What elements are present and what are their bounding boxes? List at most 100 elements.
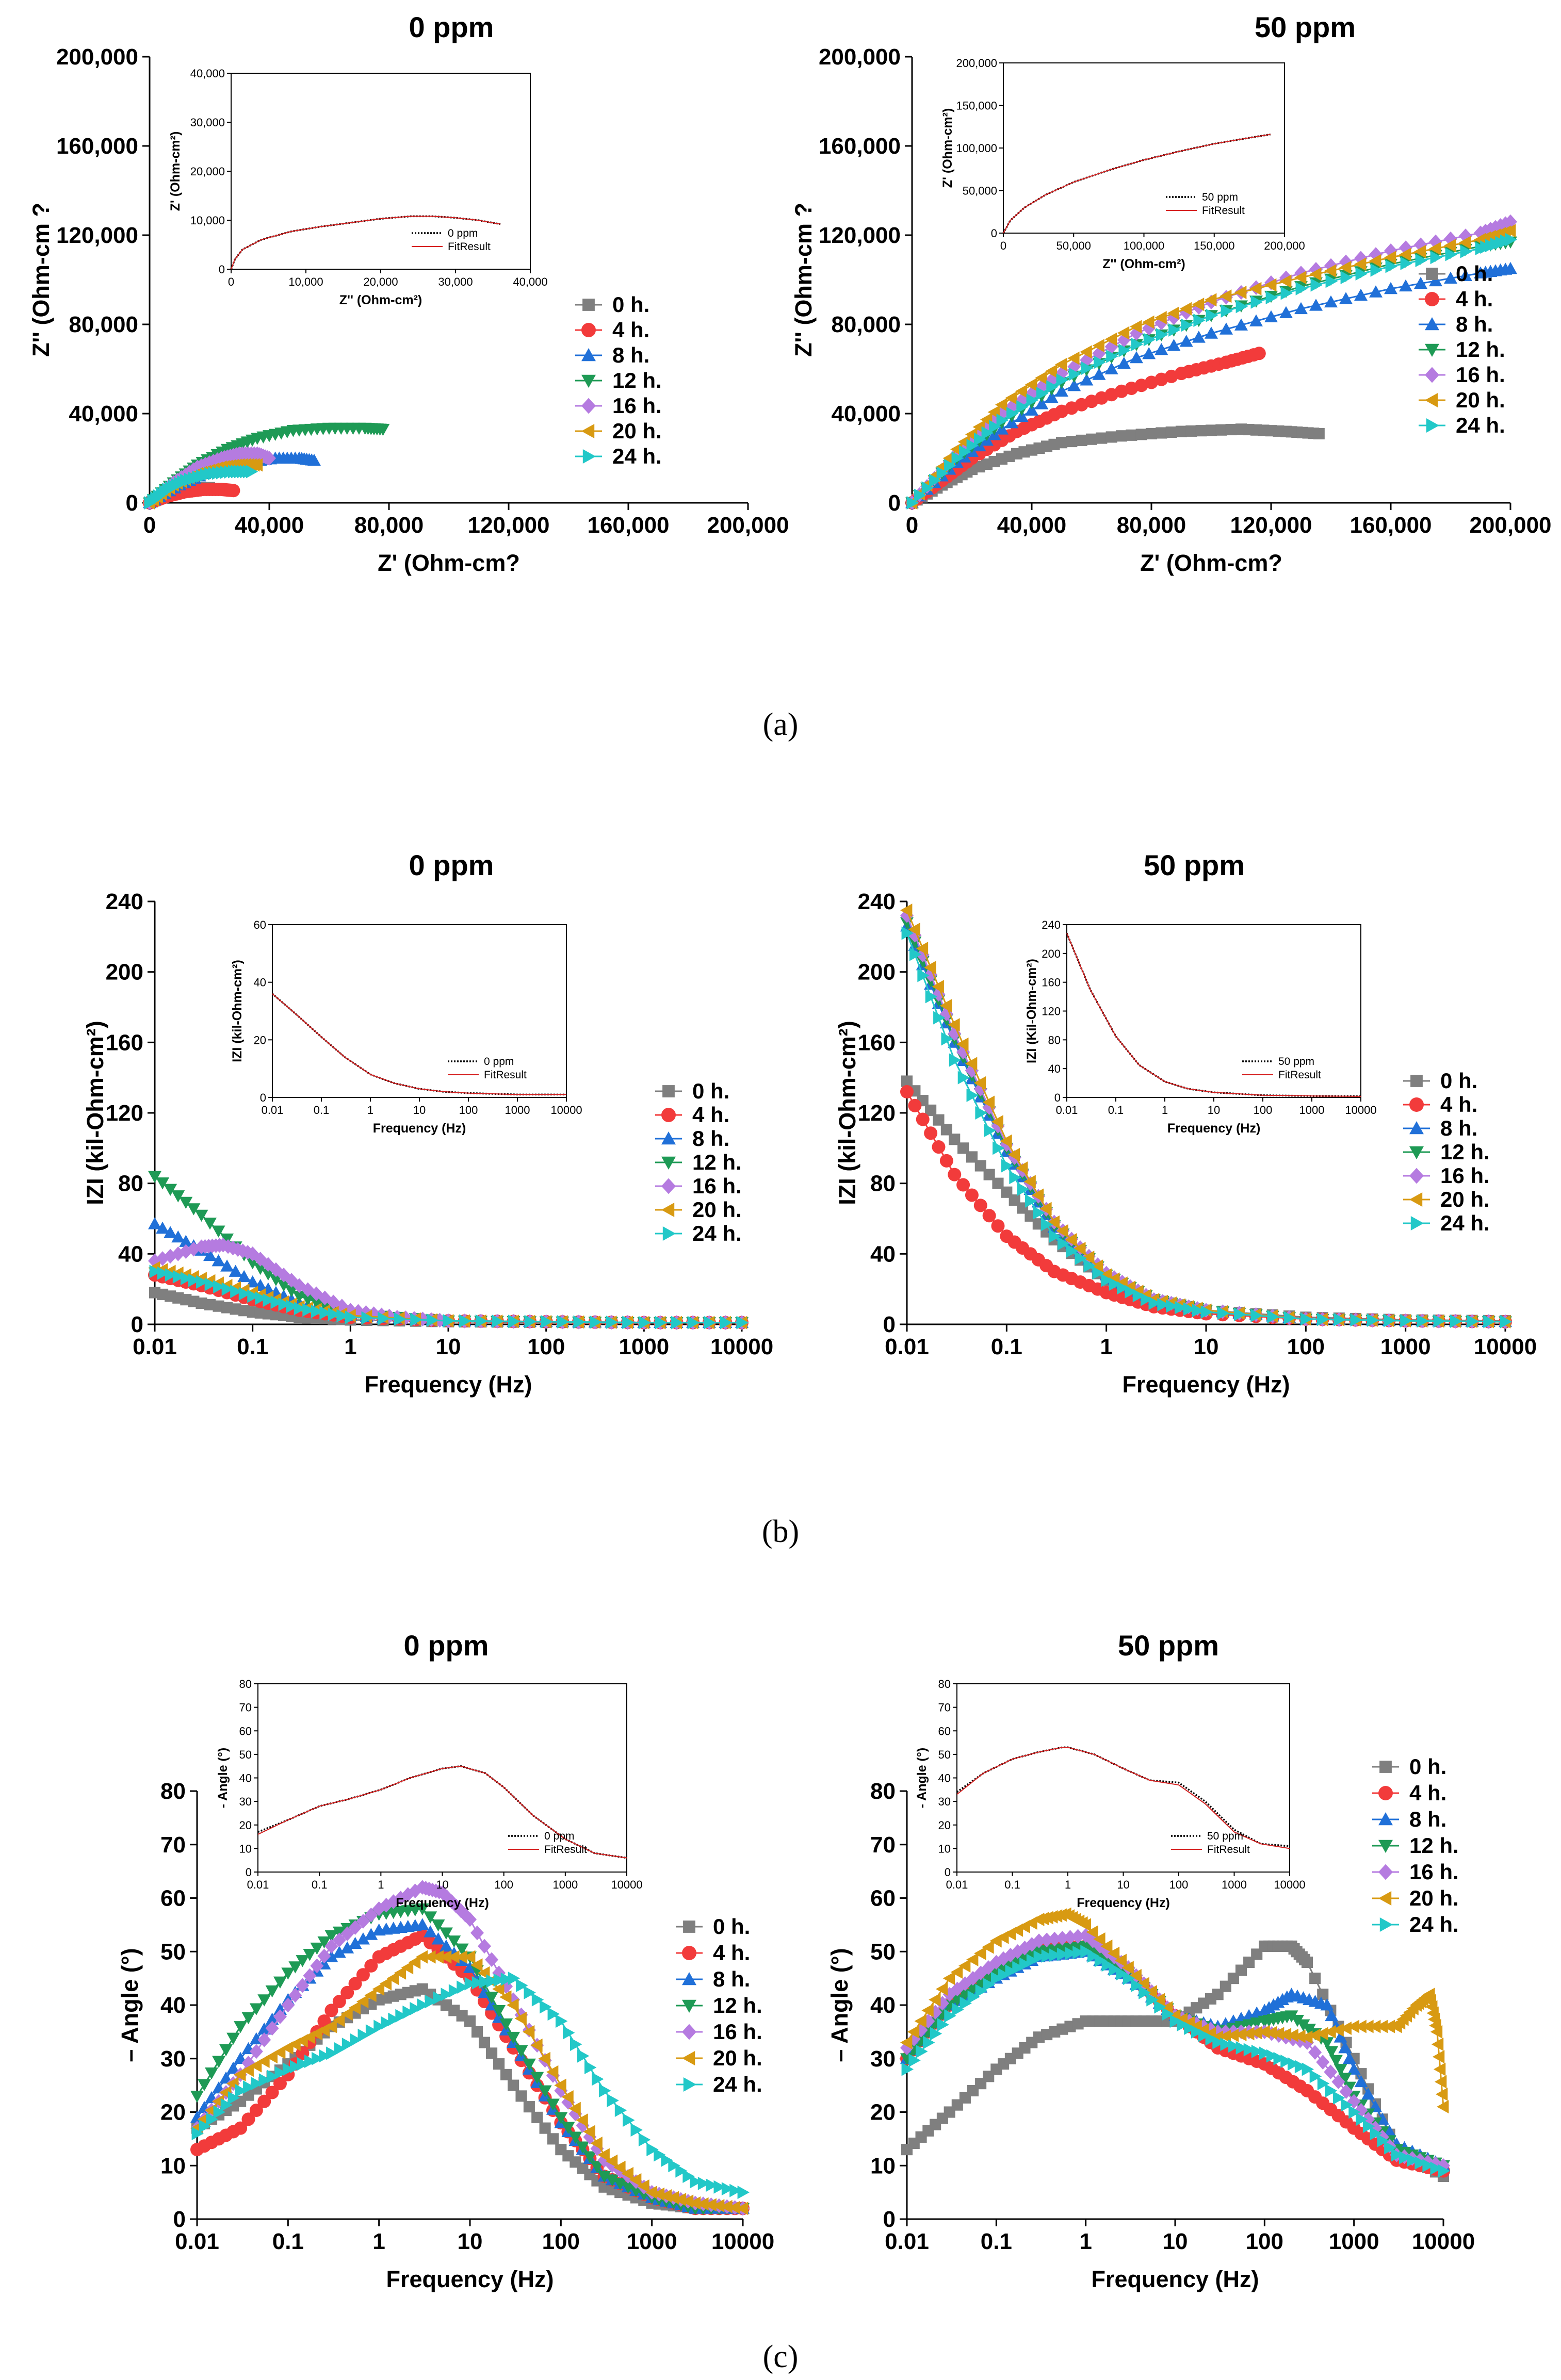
- data-point: [401, 1961, 414, 1975]
- data-point: [1071, 1929, 1085, 1944]
- data-point: [1369, 285, 1383, 298]
- inset-legend-label: FitResult: [448, 241, 491, 253]
- data-point: [408, 1883, 422, 1898]
- data-point: [668, 2159, 680, 2173]
- data-point: [522, 2025, 535, 2039]
- data-point: [568, 2106, 582, 2122]
- legend: 0 h.4 h.8 h.12 h.16 h.20 h.24 h.: [575, 292, 662, 468]
- inset-frame: [231, 73, 531, 270]
- data-point: [324, 1950, 338, 1963]
- data-point: [924, 961, 936, 975]
- inset-series-fit: [272, 993, 566, 1095]
- data-point: [1504, 261, 1517, 274]
- inset-x-tick-label: 10000: [1274, 1878, 1305, 1891]
- data-point: [613, 2160, 626, 2174]
- data-point: [1055, 437, 1068, 449]
- legend-marker: [682, 1946, 696, 1960]
- data-point: [514, 2011, 527, 2025]
- data-point: [614, 2104, 627, 2118]
- data-point: [213, 2105, 226, 2119]
- data-point: [1391, 2148, 1404, 2162]
- data-point: [916, 2044, 928, 2058]
- inset-x-tick-label: 0.1: [314, 1104, 330, 1117]
- data-point: [900, 1085, 914, 1098]
- legend-marker: [1378, 1891, 1392, 1906]
- inset-y-axis-label: - Angle (°): [216, 1748, 230, 1808]
- data-point: [948, 1018, 960, 1032]
- data-point: [1317, 1312, 1329, 1326]
- data-point: [415, 1903, 429, 1916]
- y-axis-label: IZI (kil-Ohm-cm²): [82, 1021, 108, 1205]
- data-point: [1104, 332, 1117, 346]
- data-point: [736, 1316, 749, 1329]
- data-point: [675, 2164, 688, 2178]
- data-point: [1081, 362, 1094, 375]
- inset-legend-label: 0 ppm: [544, 1830, 574, 1842]
- y-tick-label: 80,000: [831, 312, 901, 337]
- legend-label: 24 h.: [1456, 413, 1505, 437]
- data-point: [364, 1988, 377, 2002]
- legend-marker: [582, 449, 596, 464]
- data-point: [267, 2070, 279, 2083]
- data-point: [1302, 2062, 1314, 2076]
- data-point: [493, 1973, 506, 1987]
- data-point: [479, 1975, 492, 1989]
- inset-y-tick-label: 0: [219, 263, 225, 276]
- data-point: [583, 2125, 595, 2139]
- data-point: [332, 1932, 346, 1948]
- chart-a0: 0 ppm 0 40,000 80,000 120,000 160,000 200,000 0…: [28, 11, 789, 576]
- data-point: [431, 1932, 445, 1945]
- data-point: [933, 1011, 946, 1025]
- data-point: [1045, 391, 1059, 403]
- legend-label: 12 h.: [692, 1150, 742, 1174]
- data-point: [1350, 1313, 1362, 1327]
- data-point: [1123, 1972, 1135, 1985]
- data-point: [238, 1287, 251, 1301]
- x-tick-label: 80,000: [354, 513, 424, 538]
- inset-x-tick-label: 0.1: [1004, 1878, 1020, 1891]
- data-point: [942, 1972, 955, 1985]
- data-point: [478, 1939, 492, 1954]
- data-point: [546, 2098, 560, 2111]
- data-point: [1286, 2028, 1298, 2042]
- data-point: [935, 1982, 948, 1996]
- data-point: [324, 2020, 337, 2033]
- y-tick-label: 70: [160, 1832, 186, 1858]
- data-point: [1325, 274, 1338, 288]
- data-point: [1308, 2028, 1321, 2042]
- data-point: [1025, 1194, 1037, 1208]
- data-point: [1334, 1312, 1346, 1326]
- legend-marker: [682, 1972, 696, 1985]
- data-point: [515, 2090, 527, 2102]
- series-line: [196, 1886, 743, 2209]
- x-tick-label: 10: [1163, 2229, 1188, 2254]
- data-point: [1291, 2014, 1305, 2027]
- data-point: [1125, 1285, 1137, 1299]
- data-point: [1165, 426, 1177, 438]
- data-point: [1504, 224, 1516, 238]
- inset-x-tick-label: 100: [459, 1104, 478, 1117]
- data-point: [901, 2062, 914, 2076]
- data-point: [1264, 278, 1277, 292]
- data-point: [1259, 2046, 1272, 2060]
- y-tick-label: 50: [160, 1939, 186, 1964]
- data-point: [249, 2104, 263, 2118]
- legend-label: 16 h.: [692, 1174, 742, 1198]
- legend-label: 12 h.: [1440, 1140, 1490, 1164]
- data-point: [1137, 1977, 1149, 1991]
- data-point: [1094, 1954, 1107, 1967]
- data-point: [303, 1968, 317, 1983]
- data-point: [402, 2005, 415, 2019]
- data-point: [966, 1952, 979, 1966]
- data-point: [1031, 1188, 1044, 1202]
- data-point: [1234, 2028, 1247, 2042]
- legend-marker: [661, 1178, 676, 1194]
- data-point: [310, 1942, 324, 1955]
- data-point: [547, 2007, 560, 2021]
- inset-x-tick-label: 0: [1000, 239, 1006, 252]
- data-point: [251, 2077, 263, 2091]
- data-point: [562, 2026, 575, 2040]
- data-point: [310, 1958, 324, 1974]
